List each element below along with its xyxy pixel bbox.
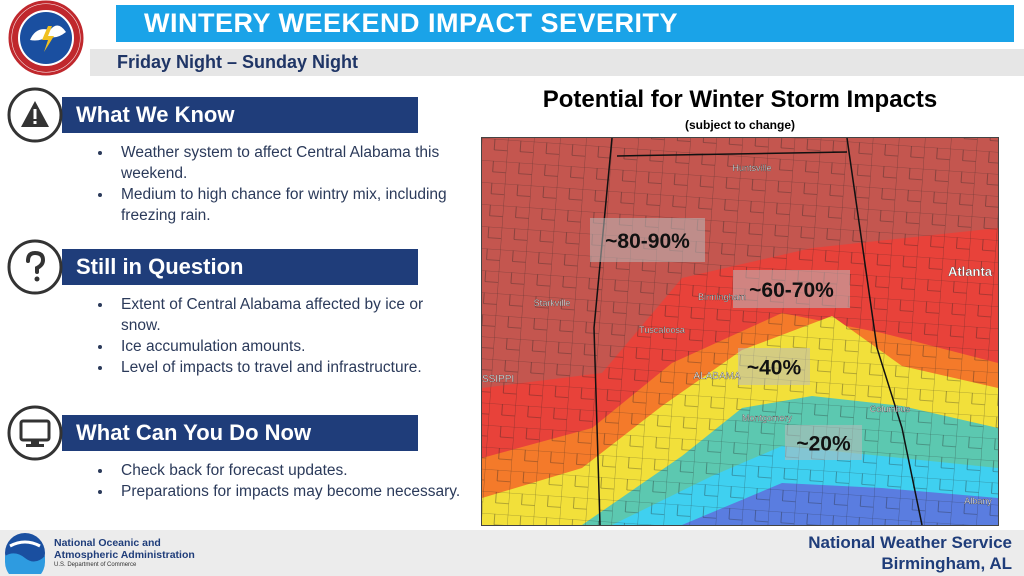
bullet-list: Check back for forecast updates.Preparat…: [78, 460, 463, 502]
place-label: Montgomery: [742, 413, 793, 423]
zone-box: [738, 348, 810, 385]
impact-map: ~80-90% ~60-70% ~40% ~20% Huntsville Starkvi…: [482, 138, 998, 525]
place-label: Columbus: [870, 404, 911, 414]
noaa-logo: [5, 533, 45, 574]
nws-logo: [8, 0, 84, 76]
section-icon: [7, 239, 63, 295]
zone-label: ~60-70%: [749, 279, 834, 302]
map-frame: [481, 137, 999, 526]
zone-label: ~80-90%: [605, 230, 690, 253]
zone-box: [590, 218, 705, 262]
zone-label: ~40%: [747, 357, 802, 380]
place-label: Atlanta: [948, 264, 993, 279]
subtitle-bar: Friday Night – Sunday Night: [90, 49, 1024, 76]
bullet: Check back for forecast updates.: [113, 460, 463, 481]
zone-label: ~20%: [796, 433, 851, 456]
section-icon: [7, 405, 63, 461]
place-label: Tuscaloosa: [639, 325, 685, 335]
zone-box: [785, 425, 862, 460]
section-icon: [7, 87, 63, 143]
place-label: Albany: [964, 496, 992, 506]
place-labels: Huntsville Starkville Birmingham Tuscaloosa…: [482, 163, 993, 506]
bullet: Medium to high chance for wintry mix, in…: [113, 184, 463, 226]
map-title: Potential for Winter Storm Impacts: [542, 86, 938, 113]
bullet-list: Weather system to affect Central Alabama…: [78, 142, 463, 226]
bullet: Weather system to affect Central Alabama…: [113, 142, 463, 184]
section-title: What We Know: [62, 97, 418, 133]
bullet: Preparations for impacts may become nece…: [113, 481, 463, 502]
department: U.S. Department of Commerce: [54, 562, 137, 568]
location: Birmingham, AL: [881, 554, 1012, 573]
section-title: What Can You Do Now: [62, 415, 418, 451]
map-subtitle: (subject to change): [684, 118, 795, 132]
bullet: Level of impacts to travel and infrastru…: [113, 357, 463, 378]
place-label: SSIPPI: [482, 374, 514, 385]
zone-box: [733, 270, 850, 308]
bullet-list: Extent of Central Alabama affected by ic…: [78, 294, 463, 378]
zone-labels: ~80-90% ~60-70% ~40% ~20%: [590, 218, 862, 460]
footer: National Oceanic and Atmospheric Adminis…: [0, 530, 1024, 576]
place-label: Huntsville: [732, 163, 771, 173]
section-title: Still in Question: [62, 249, 418, 285]
place-label: Starkville: [534, 298, 571, 308]
bullet: Extent of Central Alabama affected by ic…: [113, 294, 463, 336]
place-label: ALABAMA: [693, 371, 741, 382]
title-bar: WINTERY WEEKEND IMPACT SEVERITY: [116, 5, 1014, 42]
office: National Weather Service: [808, 533, 1012, 552]
place-label: Birmingham: [698, 292, 746, 302]
agency: National Oceanic and Atmospheric Adminis…: [54, 537, 195, 561]
bullet: Ice accumulation amounts.: [113, 336, 463, 357]
